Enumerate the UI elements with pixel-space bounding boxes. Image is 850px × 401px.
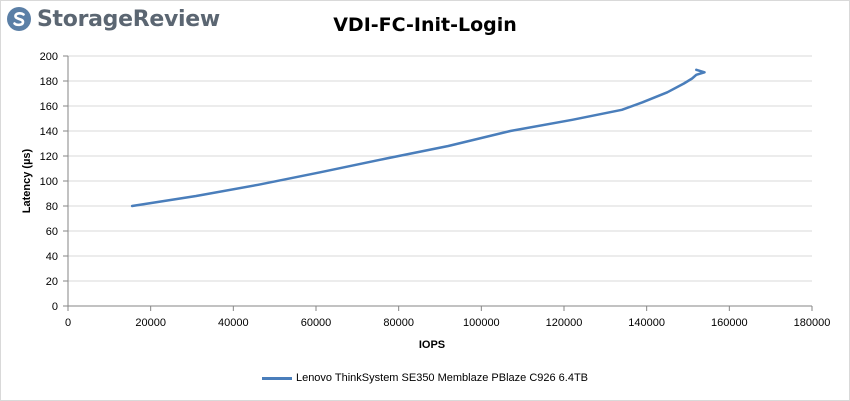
- x-tick-label: 60000: [301, 317, 332, 329]
- chart-title: VDI-FC-Init-Login: [333, 14, 517, 36]
- y-tick-label: 0: [52, 301, 58, 313]
- x-tick-label: 160000: [711, 317, 748, 329]
- x-tick-label: 140000: [628, 317, 665, 329]
- x-tick-label: 120000: [546, 317, 583, 329]
- y-tick-label: 40: [46, 251, 58, 263]
- y-tick-label: 120: [40, 151, 58, 163]
- x-tick-label: 0: [65, 317, 71, 329]
- x-tick-label: 100000: [463, 317, 500, 329]
- y-tick-label: 60: [46, 226, 58, 238]
- series-line: [130, 68, 706, 208]
- legend-label: Lenovo ThinkSystem SE350 Memblaze PBlaze…: [295, 372, 589, 384]
- y-tick-label: 200: [40, 51, 58, 63]
- storagereview-logo-icon: [7, 7, 31, 31]
- x-tick-label: 80000: [383, 317, 414, 329]
- x-axis-title: IOPS: [419, 339, 445, 351]
- y-axis-title: Latency (µs): [21, 148, 33, 213]
- y-tick-label: 140: [40, 126, 58, 138]
- brand-logo: StorageReview: [6, 6, 220, 32]
- y-tick-label: 20: [46, 276, 58, 288]
- x-tick-label: 180000: [794, 317, 831, 329]
- x-tick-label: 20000: [135, 317, 166, 329]
- legend: Lenovo ThinkSystem SE350 Memblaze PBlaze…: [0, 372, 850, 384]
- legend-swatch: [261, 376, 292, 380]
- y-tick-label: 180: [40, 76, 58, 88]
- x-tick-label: 40000: [218, 317, 249, 329]
- y-tick-label: 160: [40, 101, 58, 113]
- brand-name: StorageReview: [37, 6, 220, 32]
- y-tick-label: 100: [40, 176, 58, 188]
- y-tick-label: 80: [46, 201, 58, 213]
